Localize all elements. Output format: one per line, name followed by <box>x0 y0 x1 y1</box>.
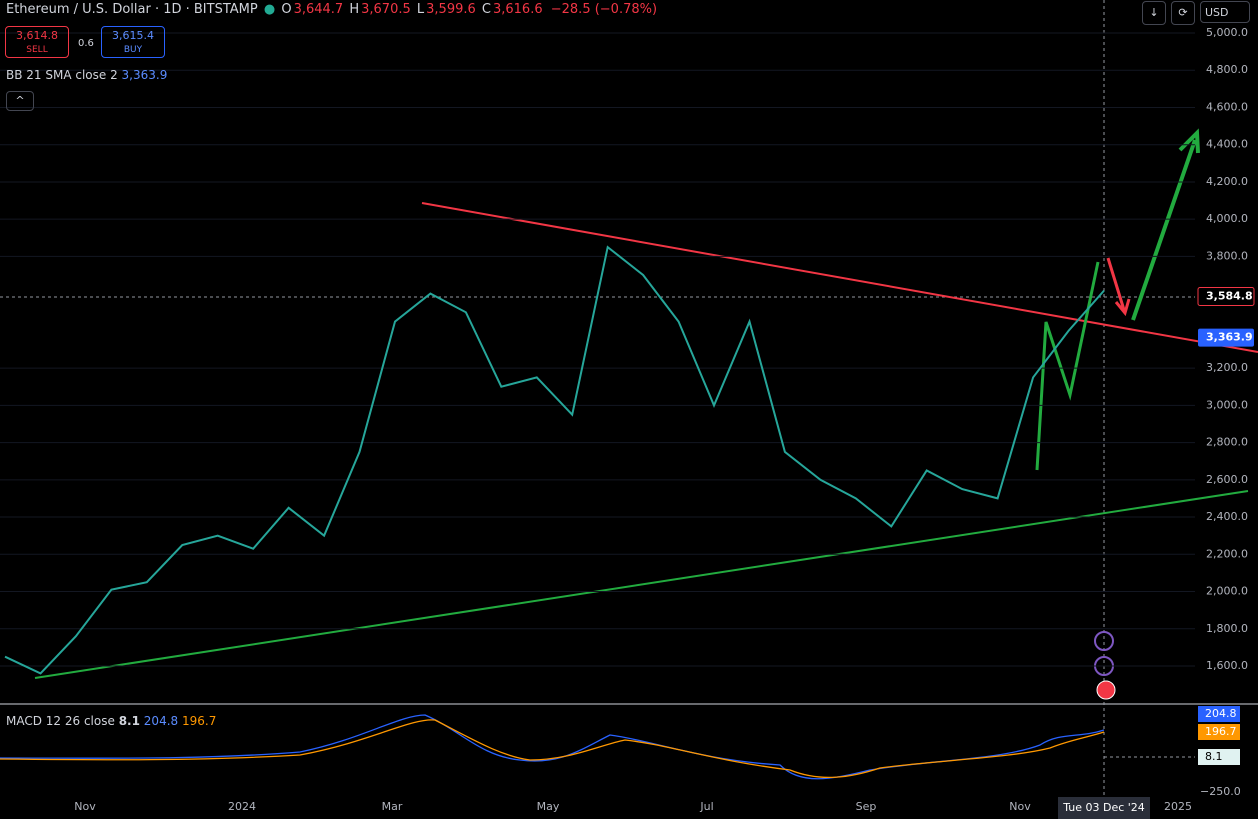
trendline-support <box>34 490 1249 679</box>
bb-price-label: 3,363.9 <box>1206 331 1253 344</box>
macd-label: MACD 12 26 close <box>6 714 115 728</box>
time-tick-label: 2024 <box>228 800 256 813</box>
price-tick-label: 3,200.0 <box>1206 361 1248 374</box>
arrow-down <box>1106 257 1131 317</box>
spread: 0.6 <box>78 38 94 49</box>
macd-axis-box <box>1198 724 1240 740</box>
event-icon[interactable] <box>1096 680 1116 700</box>
ohlc-value: 3,644.7 <box>293 2 344 17</box>
trendline-resistance <box>421 202 1258 353</box>
ohlc-key: L <box>416 2 425 17</box>
ohlc-value: 3,616.6 <box>492 2 543 17</box>
price-tick-label: 4,600.0 <box>1206 100 1248 113</box>
macd-axis-box <box>1198 749 1240 765</box>
crosshair-date-box <box>1058 797 1150 819</box>
price-tick-label: 3,000.0 <box>1206 398 1248 411</box>
event-icon[interactable] <box>1094 631 1114 651</box>
time-tick-label: May <box>537 800 560 813</box>
indicator-legend: BB 21 SMA close 2 3,363.9 <box>6 68 167 82</box>
buy-label: BUY <box>123 45 143 55</box>
macd-hist: 8.1 <box>118 714 140 728</box>
ohlc-key: H <box>349 2 360 17</box>
ohlc: O 3,644.7 H 3,670.5 L 3,599.6 C 3,616.6 <box>281 2 548 17</box>
price-tick-label: 1,600.0 <box>1206 659 1248 672</box>
buy-button[interactable]: 3,615.4 BUY <box>101 26 165 58</box>
time-tick-label: Nov <box>74 800 96 813</box>
signal-line <box>0 719 1105 779</box>
ohlc-value: 3,670.5 <box>361 2 411 17</box>
arrow-up <box>1131 128 1200 321</box>
buy-price: 3,615.4 <box>112 29 154 42</box>
sell-button[interactable]: 3,614.8 SELL <box>5 26 69 58</box>
change: −28.5 (−0.78%) <box>550 2 658 17</box>
price-line <box>4 245 1105 675</box>
price-tick-label: 2,400.0 <box>1206 510 1248 523</box>
sell-label: SELL <box>26 45 48 55</box>
price-tick-label: 4,000.0 <box>1206 212 1248 225</box>
last-price-label: 3,584.8 <box>1206 289 1253 302</box>
collapse-button[interactable]: ^ <box>6 91 34 111</box>
macd-axis-label: −250.0 <box>1200 785 1241 798</box>
price-tick-label: 2,200.0 <box>1206 547 1248 560</box>
price-tick-label: 1,800.0 <box>1206 622 1248 635</box>
ohlc-key: C <box>481 2 491 17</box>
symbol: Ethereum / U.S. Dollar · 1D · BITSTAMP <box>6 2 258 17</box>
price-tick-label: 3,800.0 <box>1206 249 1248 262</box>
macd-axis-label: 8.1 <box>1205 750 1223 763</box>
macd-value: 204.8 <box>143 714 179 728</box>
price-tick-label: 4,800.0 <box>1206 63 1248 76</box>
currency-button[interactable]: USD <box>1200 1 1250 23</box>
ohlc-key: O <box>281 2 292 17</box>
price-tick-label: 2,800.0 <box>1206 436 1248 449</box>
symbol-header: Ethereum / U.S. Dollar · 1D · BITSTAMP ●… <box>6 2 658 17</box>
price-tick-label: 4,400.0 <box>1206 138 1248 151</box>
price-tick-label: 2,600.0 <box>1206 473 1248 486</box>
arrow-path <box>1035 261 1100 471</box>
signal-value: 196.7 <box>181 714 217 728</box>
macd-axis-label: 204.8 <box>1205 707 1237 720</box>
price-tick-label: 4,200.0 <box>1206 175 1248 188</box>
ohlc-value: 3,599.6 <box>426 2 476 17</box>
time-tick-label: Jul <box>699 800 713 813</box>
last-price-box <box>1197 286 1255 306</box>
price-tick-label: 5,000.0 <box>1206 26 1248 39</box>
time-tick-label: Mar <box>382 800 403 813</box>
macd-axis-label: 196.7 <box>1205 725 1237 738</box>
refresh-button[interactable]: ⟳ <box>1171 1 1195 25</box>
indicator-name: BB 21 SMA close 2 <box>6 68 118 82</box>
crosshair-date: Tue 03 Dec '24 <box>1062 801 1145 814</box>
download-button[interactable]: ↓ <box>1142 1 1166 25</box>
macd-legend: MACD 12 26 close 8.1 204.8 196.7 <box>6 714 216 728</box>
indicator-value: 3,363.9 <box>121 68 168 82</box>
sell-price: 3,614.8 <box>16 29 58 42</box>
time-tick-label: Sep <box>856 800 877 813</box>
time-tick-label: 2025 <box>1164 800 1192 813</box>
price-tick-label: 2,000.0 <box>1206 585 1248 598</box>
macd-axis-box <box>1198 706 1240 722</box>
bb-price-box <box>1198 328 1254 347</box>
time-tick-label: Nov <box>1009 800 1031 813</box>
